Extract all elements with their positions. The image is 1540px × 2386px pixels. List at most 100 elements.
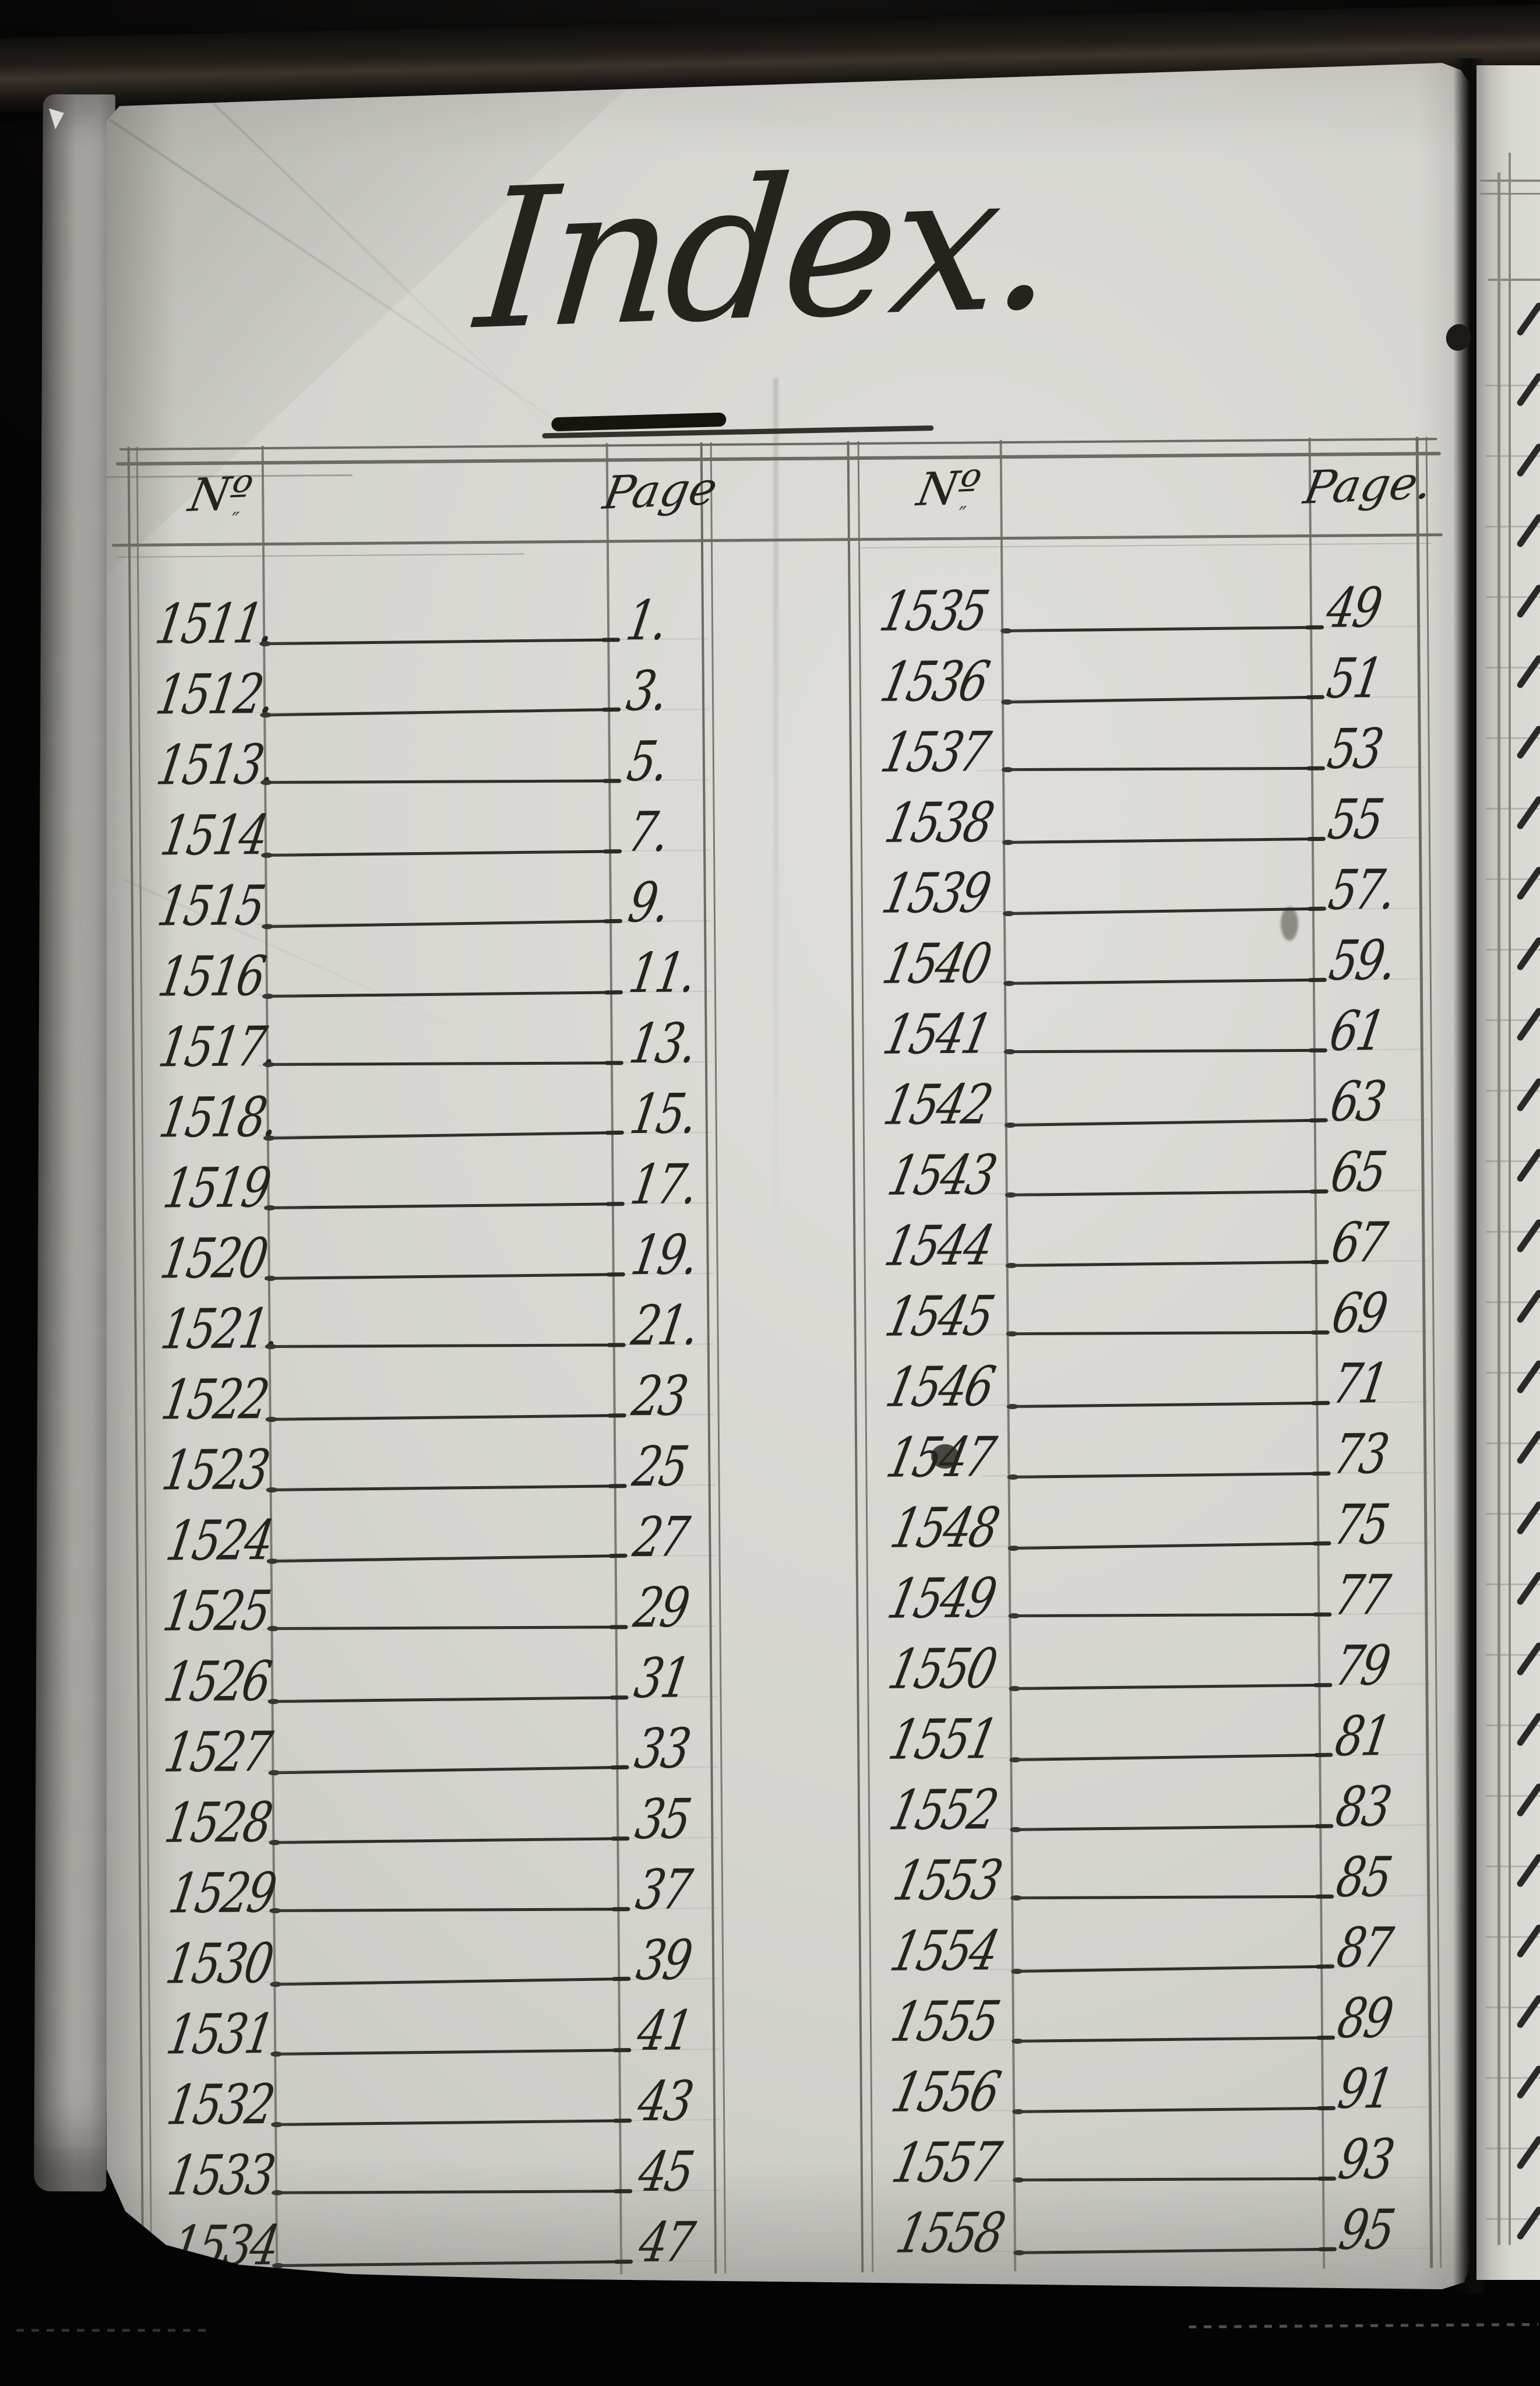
index-row: 1545 69 (864, 1272, 1435, 1349)
index-table: Nº ″ Page Nº ″ Page. (107, 63, 1470, 2289)
table-rule-horizontal (117, 553, 525, 558)
leader-line (1016, 1965, 1328, 1973)
index-row: 1546 71 (865, 1343, 1435, 1420)
entry-number: 1525 (158, 1579, 274, 1644)
index-row: 1527 33 (146, 1708, 724, 1785)
index-row: 1535 49 (858, 567, 1429, 644)
index-row: 1543 65 (863, 1131, 1433, 1208)
index-row: 1537 53 (859, 708, 1430, 785)
entry-page-number: 3. (622, 659, 671, 724)
index-row: 1528 35 (147, 1779, 724, 1856)
leader-line (1018, 2177, 1330, 2182)
entry-page-number: 63 (1326, 1069, 1389, 1134)
entry-page-number: 9. (624, 871, 673, 935)
entry-number: 1516 (153, 944, 269, 1009)
entry-page-number: 39 (632, 1928, 695, 1993)
leader-line (267, 1061, 616, 1066)
entry-number: 1512. (151, 662, 279, 727)
entry-page-number: 13. (625, 1012, 700, 1076)
leader-line (268, 1131, 617, 1140)
entry-page-number: 15. (625, 1082, 701, 1147)
index-row: 1534 47 (150, 2202, 727, 2278)
entry-page-number: 95 (1334, 2198, 1398, 2262)
entry-number: 1511. (151, 592, 278, 657)
entry-number: 1531 (162, 2002, 277, 2067)
table-rule-horizontal (119, 438, 1437, 451)
entry-page-number: 81 (1331, 1704, 1394, 1769)
leader-line (1017, 2106, 1329, 2113)
leader-line (274, 1837, 623, 1845)
under-page-sliver (34, 94, 115, 2192)
entry-page-number: 31 (630, 1646, 693, 1711)
leader-line (1009, 1118, 1321, 1127)
entry-page-number: 35 (631, 1787, 695, 1852)
index-row: 1526 31 (146, 1638, 723, 1715)
entry-page-number: 5. (623, 730, 672, 794)
entry-number: 1549 (882, 1567, 1000, 1631)
paper-crease (774, 378, 777, 1264)
column-header-label: Nº (184, 467, 256, 522)
entry-number: 1551 (883, 1708, 1002, 1772)
entry-page-number: 67 (1327, 1210, 1390, 1275)
leader-line (1010, 1190, 1321, 1196)
index-row: 1514 7. (139, 791, 716, 868)
entry-page-number: 27 (629, 1505, 692, 1570)
entry-number: 1538 (879, 791, 998, 856)
index-row: 1550 79 (867, 1625, 1437, 1702)
entry-number: 1517. (154, 1015, 281, 1080)
entry-number: 1536 (875, 650, 993, 715)
column-header-page-right: Page. (1284, 456, 1449, 533)
column-header-label: Page (599, 462, 722, 520)
entry-number: 1528 (160, 1790, 276, 1856)
entry-number: 1554 (884, 1919, 1003, 1984)
index-row: 1557 93 (871, 2118, 1441, 2195)
leader-line (1007, 837, 1319, 844)
entry-page-number: 41 (633, 1999, 696, 2064)
entry-page-number: 83 (1331, 1775, 1394, 1839)
leader-line (1013, 1542, 1324, 1550)
binding-stitches (1188, 2322, 1539, 2329)
leader-line (1007, 907, 1319, 916)
entry-page-number: 11. (624, 941, 700, 1006)
entry-number: 1544 (879, 1214, 998, 1279)
index-row: 1532 43 (149, 2061, 726, 2138)
index-row: 1531 41 (148, 1990, 725, 2067)
entry-page-number: 55 (1323, 787, 1387, 852)
entry-number: 1529 (164, 1861, 280, 1926)
index-page: Index. (107, 63, 1470, 2289)
binding-stitches (16, 2329, 209, 2332)
entry-number: 1543 (882, 1143, 1001, 1208)
index-row: 1552 83 (868, 1766, 1439, 1843)
index-row: 1517. 13. (140, 1003, 718, 1080)
index-row: 1558 95 (871, 2189, 1442, 2266)
table-rule-horizontal (860, 543, 1432, 549)
entry-number: 1532 (163, 2072, 278, 2138)
leader-line (265, 708, 614, 717)
index-row: 1524 27 (145, 1497, 722, 1573)
index-row: 1521. 21. (143, 1285, 720, 1362)
index-row: 1516 11. (140, 932, 717, 1009)
leader-line (1007, 766, 1319, 772)
entry-number: 1523 (157, 1438, 273, 1503)
entry-page-number: 49 (1322, 576, 1385, 641)
leader-line (277, 2190, 626, 2194)
index-row: 1555 89 (869, 1977, 1440, 2054)
entry-number: 1545 (880, 1285, 999, 1349)
entry-number: 1537 (875, 720, 994, 785)
entry-number: 1533 (163, 2143, 279, 2208)
entry-page-number: 61 (1325, 999, 1389, 1064)
leader-line (1013, 1613, 1325, 1618)
index-row: 1553 85 (868, 1836, 1439, 1913)
leader-line (1014, 1753, 1326, 1762)
leader-line (269, 1273, 618, 1280)
index-row: 1511. 1. (137, 580, 714, 657)
leader-line (1017, 2036, 1328, 2043)
leader-line (1009, 1048, 1320, 1054)
index-row: 1530 39 (148, 1920, 725, 1996)
index-row: 1556 91 (870, 2048, 1440, 2125)
index-row: 1525 29 (145, 1567, 723, 1644)
index-row: 1540 59. (861, 920, 1432, 997)
index-row: 1542 63 (862, 1061, 1433, 1138)
entry-page-number: 33 (630, 1717, 694, 1782)
next-page-row-guides (1486, 316, 1540, 2257)
